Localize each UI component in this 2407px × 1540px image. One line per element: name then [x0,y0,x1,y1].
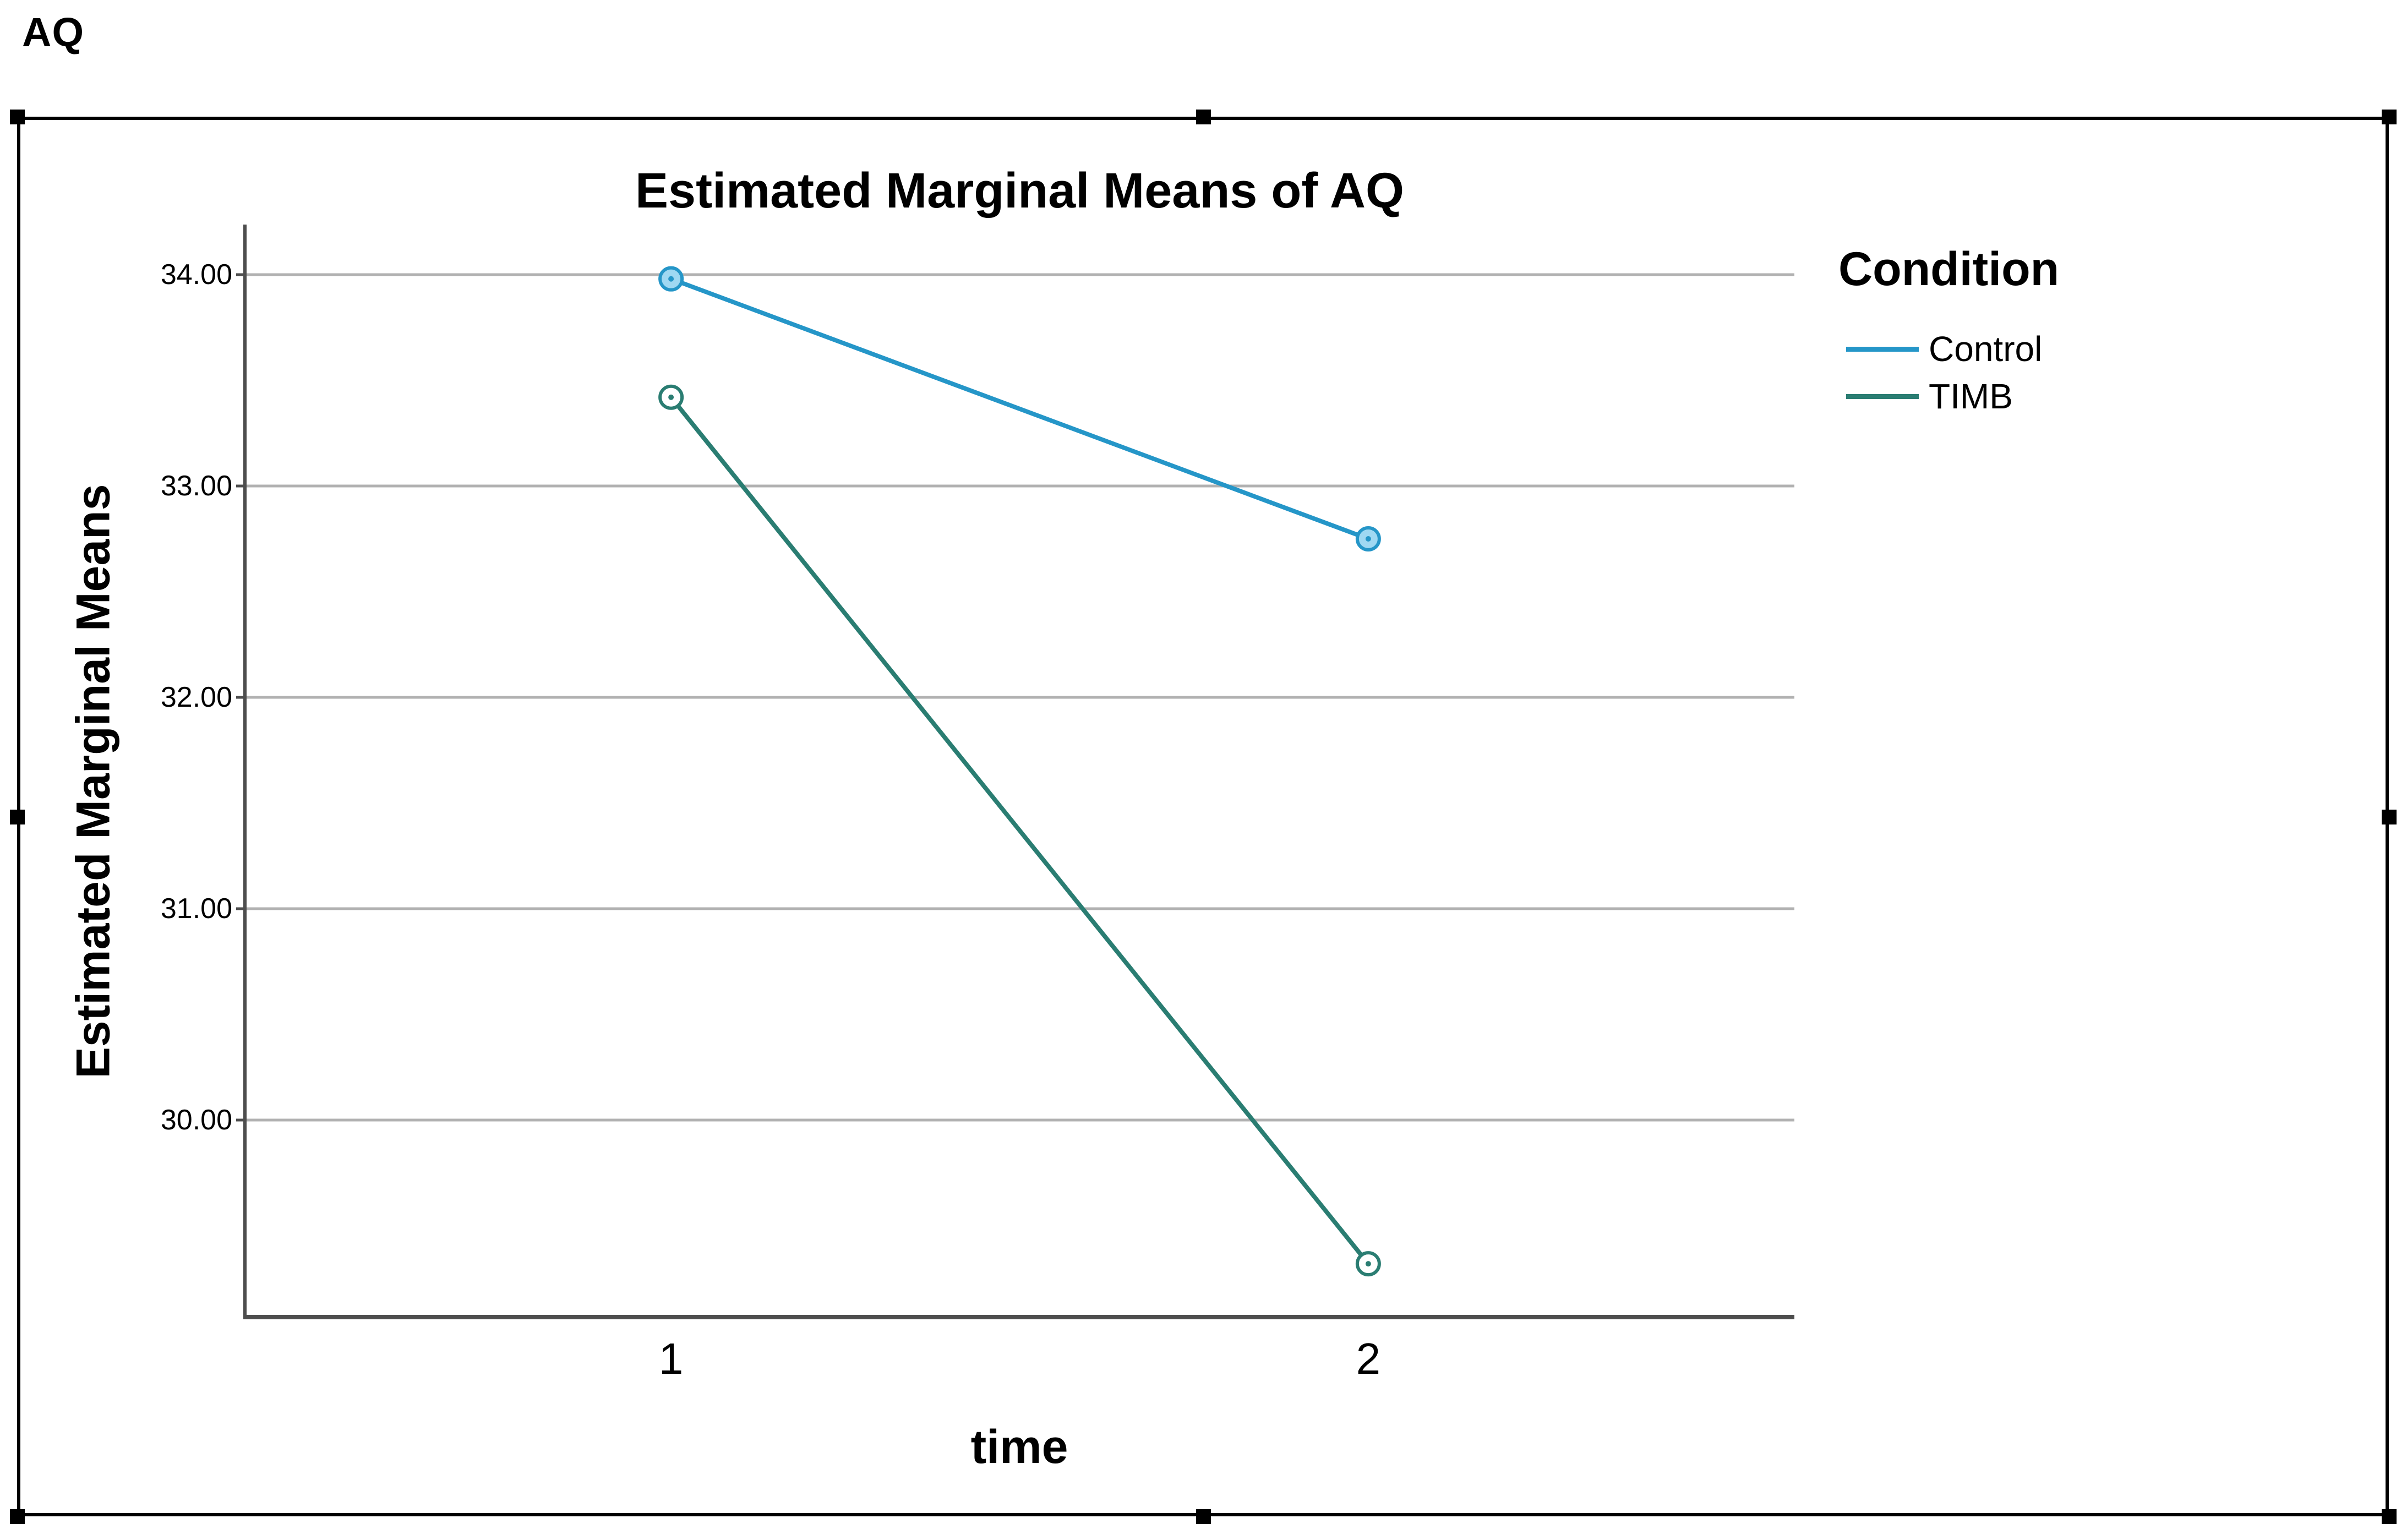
selection-handle-bottom-left[interactable] [10,1509,25,1524]
series-line-control[interactable] [670,276,1369,541]
legend-swatch-timb [1846,394,1919,399]
y-tick-label: 34.00 [160,259,232,291]
selection-handle-middle-left[interactable] [10,809,25,824]
series-marker-dot-timb [1365,1261,1371,1267]
x-tick-label: 2 [1356,1334,1381,1383]
selection-handle-middle-right[interactable] [2382,809,2397,824]
selection-handle-bottom-right[interactable] [2382,1509,2397,1524]
series-marker-dot-control [1365,536,1371,542]
y-tick-label: 33.00 [160,470,232,502]
legend-title: Condition [1838,243,2060,296]
legend-entry-control: Control [1838,325,2389,373]
y-axis-title: Estimated Marginal Means [67,484,120,1079]
output-item-label: AQ [22,9,84,55]
legend-swatch-control [1846,346,1919,352]
legend-entry-timb: TIMB [1838,373,2389,420]
y-tick-label: 30.00 [160,1104,232,1136]
selection-handle-bottom-middle[interactable] [1196,1509,1211,1524]
y-tick-label: 31.00 [160,893,232,925]
series-marker-dot-control [668,276,674,282]
series-line-timb[interactable] [669,396,1370,1265]
selection-handle-top-left[interactable] [10,110,25,124]
chart-title: Estimated Marginal Means of AQ [635,163,1404,219]
legend-label: Control [1929,329,2043,369]
y-tick-label: 32.00 [160,681,232,713]
x-axis-title: time [970,1421,1068,1473]
series-marker-dot-timb [668,394,674,400]
legend: Condition Control TIMB [1838,242,2389,420]
x-tick-label: 1 [658,1334,684,1383]
selection-handle-top-right[interactable] [2382,110,2397,124]
legend-label: TIMB [1929,376,2013,416]
selection-handle-top-middle[interactable] [1196,110,1211,124]
